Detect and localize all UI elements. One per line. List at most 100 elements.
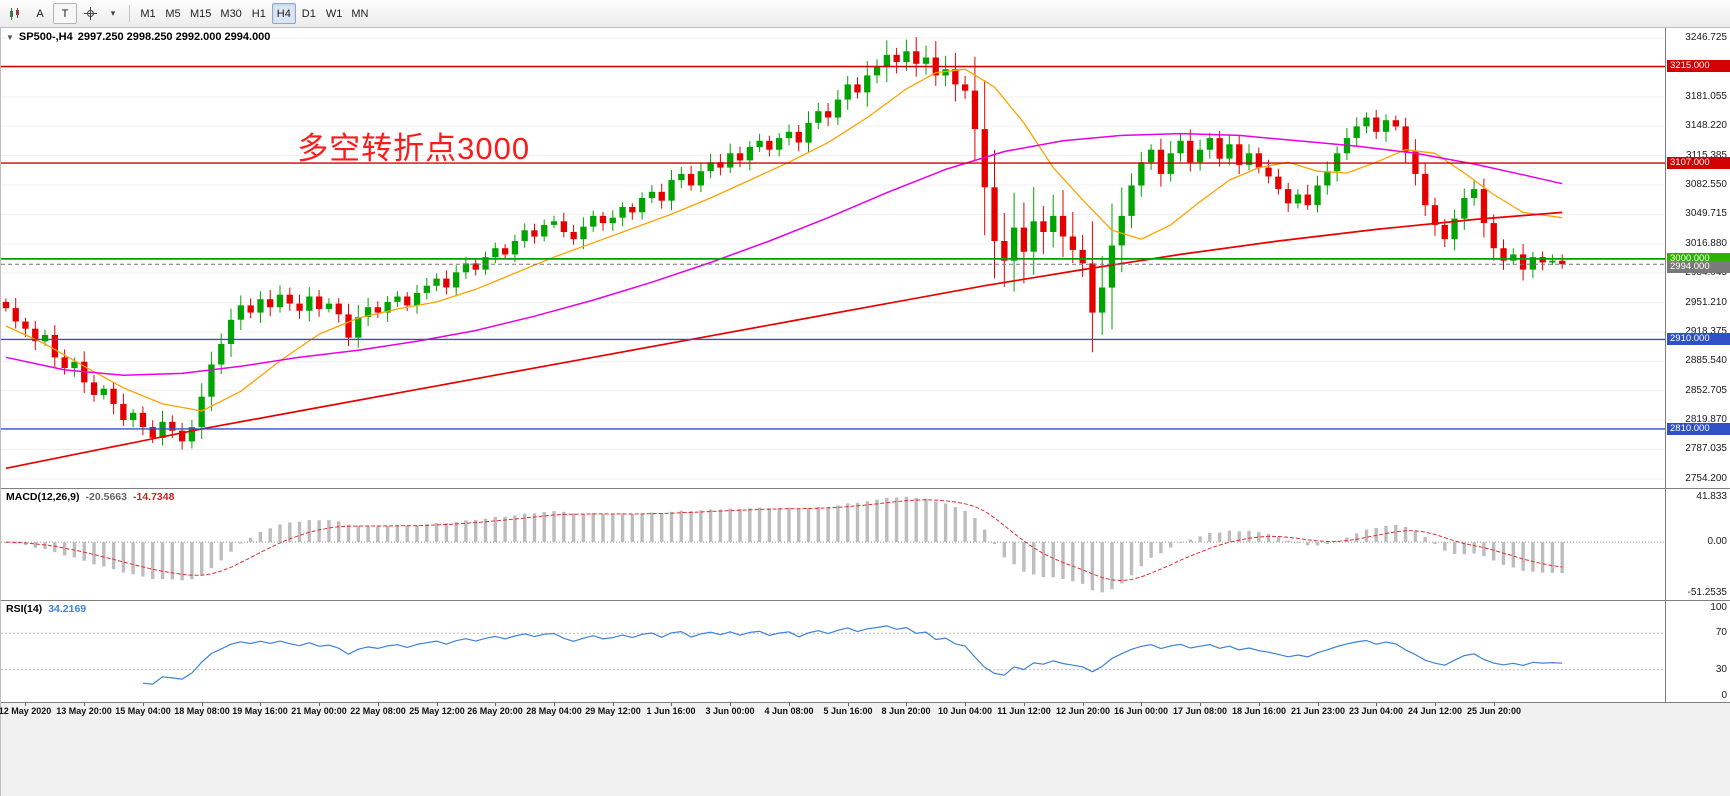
candle bbox=[306, 296, 313, 311]
rsi-axis: 100 70 30 0 bbox=[1665, 601, 1730, 702]
timeframe-button-h1[interactable]: H1 bbox=[247, 3, 271, 24]
candle bbox=[1069, 236, 1076, 250]
candle bbox=[169, 421, 176, 431]
candle bbox=[492, 248, 499, 258]
text-tool-button[interactable]: T bbox=[53, 3, 77, 24]
candle bbox=[1549, 260, 1556, 263]
macd-main-value: -20.5663 bbox=[85, 491, 127, 503]
candle bbox=[1275, 176, 1282, 190]
candle bbox=[1324, 171, 1331, 186]
candle bbox=[1500, 248, 1507, 261]
candle bbox=[629, 207, 636, 213]
candle bbox=[1050, 215, 1057, 232]
candle bbox=[1236, 144, 1243, 165]
timeframe-button-w1[interactable]: W1 bbox=[322, 3, 347, 24]
rsi-plot[interactable] bbox=[1, 601, 1665, 702]
ma-slow-line bbox=[5, 211, 1563, 470]
candle bbox=[805, 122, 812, 143]
timeframe-button-m30[interactable]: M30 bbox=[216, 3, 245, 24]
time-axis-tick bbox=[1435, 703, 1436, 706]
macd-plot[interactable] bbox=[1, 489, 1665, 600]
timeframe-button-d1[interactable]: D1 bbox=[297, 3, 321, 24]
timeframe-button-h4[interactable]: H4 bbox=[271, 3, 296, 24]
candle bbox=[639, 198, 646, 213]
rsi-label: RSI(14) bbox=[6, 603, 43, 615]
candle bbox=[276, 294, 284, 308]
candle bbox=[815, 111, 822, 123]
candle bbox=[384, 301, 391, 313]
time-axis-label: 25 May 12:00 bbox=[409, 706, 465, 716]
candle bbox=[71, 361, 78, 369]
candle bbox=[1392, 120, 1399, 127]
candle bbox=[736, 153, 744, 161]
candle bbox=[1011, 227, 1018, 261]
candle bbox=[599, 215, 607, 224]
candle bbox=[345, 314, 352, 338]
candle bbox=[22, 321, 29, 329]
candle bbox=[482, 257, 489, 270]
price-chart-pane[interactable]: ▼ SP500-,H4 2997.250 2998.250 2992.000 2… bbox=[1, 28, 1730, 488]
chart-window: ▼ SP500-,H4 2997.250 2998.250 2992.000 2… bbox=[0, 28, 1730, 796]
candle bbox=[511, 241, 519, 255]
time-axis-label: 1 Jun 16:00 bbox=[646, 706, 696, 716]
candle bbox=[1441, 224, 1448, 240]
candle bbox=[1216, 138, 1223, 159]
time-axis-tick bbox=[260, 703, 261, 706]
candle bbox=[825, 111, 832, 118]
candle bbox=[51, 335, 58, 358]
candle bbox=[61, 357, 68, 368]
chevron-down-icon[interactable]: ▾ bbox=[110, 8, 116, 18]
rsi-axis-level-label: 70 bbox=[1715, 627, 1727, 639]
rsi-legend: RSI(14) 34.2169 bbox=[6, 603, 86, 615]
candle bbox=[218, 343, 225, 365]
candle bbox=[1539, 257, 1546, 263]
candle bbox=[991, 187, 998, 241]
symbol-dropdown-icon[interactable]: ▼ bbox=[6, 32, 14, 42]
candle bbox=[208, 364, 215, 397]
timeframe-button-m15[interactable]: M15 bbox=[186, 3, 215, 24]
timeframe-button-m5[interactable]: M5 bbox=[161, 3, 185, 24]
crosshair-icon bbox=[83, 7, 97, 20]
rsi-indicator-pane[interactable]: RSI(14) 34.2169 100 70 30 0 bbox=[1, 600, 1730, 702]
ma-fast-line bbox=[5, 68, 1563, 412]
candle bbox=[423, 285, 430, 293]
candle bbox=[247, 305, 254, 313]
annotate-tool-button[interactable]: A bbox=[28, 3, 52, 24]
time-axis-tick bbox=[495, 703, 496, 706]
timeframe-button-m1[interactable]: M1 bbox=[136, 3, 160, 24]
candle bbox=[1363, 117, 1370, 127]
time-axis-tick bbox=[730, 703, 731, 706]
candle bbox=[149, 427, 156, 438]
time-axis-label: 21 Jun 23:00 bbox=[1290, 706, 1346, 716]
macd-indicator-pane[interactable]: MACD(12,26,9) -20.5663 -14.7348 41.833 0.… bbox=[1, 488, 1730, 600]
bottom-filler bbox=[1, 719, 1730, 796]
price-axis-label: 2951.210 bbox=[1685, 296, 1727, 308]
chart-annotation-text[interactable]: 多空转折点3000 bbox=[297, 130, 531, 166]
time-axis-label: 12 Jun 20:00 bbox=[1055, 706, 1111, 716]
candlestick-chart-icon bbox=[10, 7, 19, 20]
macd-axis-max-label: 41.833 bbox=[1696, 491, 1727, 502]
candle bbox=[502, 248, 509, 255]
time-axis-tick bbox=[1494, 703, 1495, 706]
timeframe-button-mn[interactable]: MN bbox=[347, 3, 372, 24]
candle bbox=[580, 226, 587, 240]
candle bbox=[1148, 149, 1155, 163]
crosshair-tool-button[interactable] bbox=[78, 3, 102, 24]
candle bbox=[746, 147, 753, 161]
candlestick-plot[interactable] bbox=[1, 28, 1665, 488]
candle bbox=[922, 57, 930, 64]
candle bbox=[756, 140, 763, 148]
price-axis-label: 2819.870 bbox=[1685, 414, 1727, 426]
candle bbox=[766, 140, 773, 150]
timeframe-button-group: M1 M5 M15 M30 H1 H4 D1 W1 MN bbox=[136, 3, 372, 24]
charts-toolbar-icon[interactable] bbox=[3, 3, 27, 24]
time-axis[interactable]: 12 May 2020 13 May 20:00 15 May 04:00 18 Ma… bbox=[0, 702, 1730, 719]
time-axis-label: 22 May 08:00 bbox=[350, 706, 406, 716]
candle bbox=[609, 217, 616, 224]
time-axis-tick bbox=[202, 703, 203, 706]
time-axis-label: 25 Jun 20:00 bbox=[1466, 706, 1522, 716]
candle bbox=[727, 153, 734, 168]
candle bbox=[1059, 215, 1067, 237]
candle bbox=[560, 221, 567, 232]
candle bbox=[844, 84, 851, 100]
